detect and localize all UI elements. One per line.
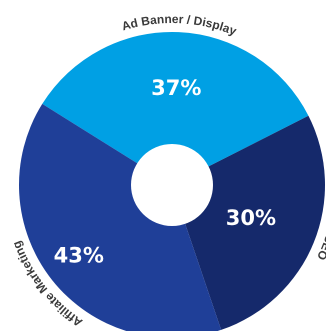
slice-value-label: 30% <box>226 206 276 230</box>
slice-affiliate-marketing <box>19 103 222 331</box>
slices-layer <box>19 31 326 331</box>
slice-ad-banner-display <box>42 31 309 185</box>
donut-hole <box>131 144 213 226</box>
slice-value-label: 37% <box>151 76 201 100</box>
slice-value-label: 43% <box>54 244 104 268</box>
value-labels-layer: 37% 30% 43% <box>54 76 276 267</box>
slice-category-label: SEO <box>314 233 326 262</box>
slice-seo <box>172 115 326 330</box>
